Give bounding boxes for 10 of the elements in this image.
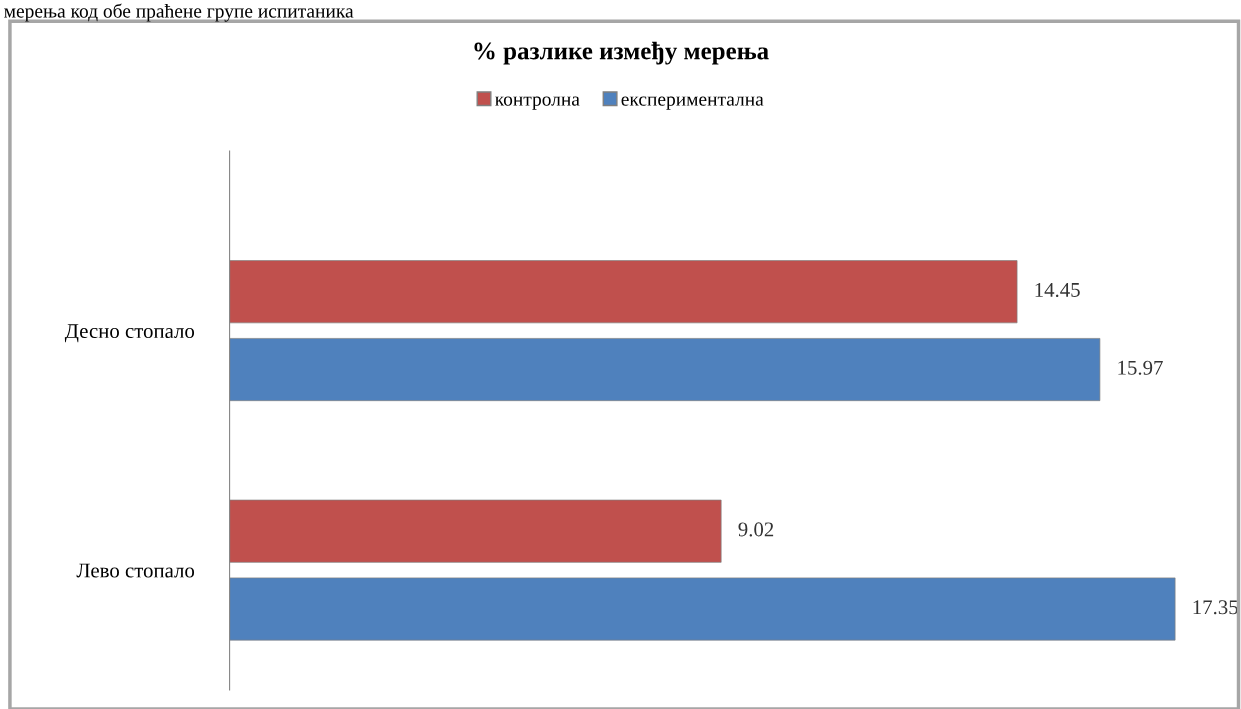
y-tick-label: Десно стопало bbox=[64, 324, 195, 343]
data-label: 17.35 bbox=[1193, 600, 1238, 615]
data-label: 15.97 bbox=[1118, 360, 1163, 375]
y-tick-label: Лево стопало bbox=[76, 563, 195, 578]
data-label: 9.02 bbox=[738, 522, 774, 537]
legend-label: контролна bbox=[495, 96, 580, 110]
chart-title: % разлике између мерења bbox=[474, 41, 769, 65]
data-label: 14.45 bbox=[1035, 282, 1080, 298]
legend-label: експериментална bbox=[621, 96, 764, 110]
text: мерења код обе праћене групе испитаника bbox=[4, 3, 354, 22]
